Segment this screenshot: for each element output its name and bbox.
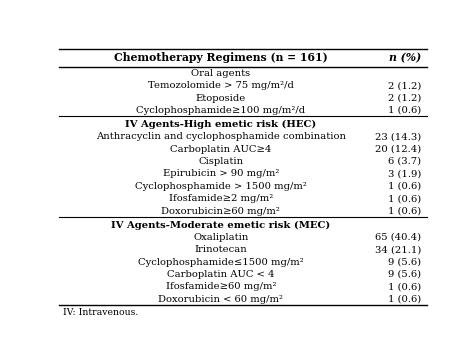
Text: Carboplatin AUC≥4: Carboplatin AUC≥4 bbox=[170, 145, 272, 154]
Text: IV Agents-High emetic risk (HEC): IV Agents-High emetic risk (HEC) bbox=[125, 120, 317, 129]
Text: 1 (0.6): 1 (0.6) bbox=[388, 282, 421, 291]
Text: 1 (0.6): 1 (0.6) bbox=[388, 182, 421, 191]
Text: Oxaliplatin: Oxaliplatin bbox=[193, 233, 248, 242]
Text: 1 (0.6): 1 (0.6) bbox=[388, 207, 421, 215]
Text: Doxorubicin < 60 mg/m²: Doxorubicin < 60 mg/m² bbox=[158, 295, 283, 304]
Text: Cyclophosphamide≤1500 mg/m²: Cyclophosphamide≤1500 mg/m² bbox=[138, 258, 304, 267]
Text: Temozolomide > 75 mg/m²/d: Temozolomide > 75 mg/m²/d bbox=[148, 81, 294, 90]
Text: 3 (1.9): 3 (1.9) bbox=[388, 169, 421, 179]
Text: Epirubicin > 90 mg/m²: Epirubicin > 90 mg/m² bbox=[163, 169, 279, 179]
Text: 2 (1.2): 2 (1.2) bbox=[388, 94, 421, 103]
Text: 1 (0.6): 1 (0.6) bbox=[388, 194, 421, 203]
Text: Etoposide: Etoposide bbox=[196, 94, 246, 103]
Text: 23 (14.3): 23 (14.3) bbox=[375, 132, 421, 141]
Text: n (%): n (%) bbox=[389, 52, 421, 63]
Text: IV: Intravenous.: IV: Intravenous. bbox=[63, 308, 138, 317]
Text: 1 (0.6): 1 (0.6) bbox=[388, 295, 421, 304]
Text: 6 (3.7): 6 (3.7) bbox=[388, 157, 421, 166]
Text: 34 (21.1): 34 (21.1) bbox=[375, 245, 421, 254]
Text: Doxorubicin≥60 mg/m²: Doxorubicin≥60 mg/m² bbox=[162, 207, 280, 215]
Text: Ifosfamide≥2 mg/m²: Ifosfamide≥2 mg/m² bbox=[169, 194, 273, 203]
Text: 9 (5.6): 9 (5.6) bbox=[388, 258, 421, 267]
Text: 1 (0.6): 1 (0.6) bbox=[388, 106, 421, 115]
Text: IV Agents-Moderate emetic risk (MEC): IV Agents-Moderate emetic risk (MEC) bbox=[111, 220, 330, 229]
Text: 20 (12.4): 20 (12.4) bbox=[375, 145, 421, 154]
Text: Chemotherapy Regimens (n = 161): Chemotherapy Regimens (n = 161) bbox=[114, 52, 328, 63]
Text: Cyclophosphamide > 1500 mg/m²: Cyclophosphamide > 1500 mg/m² bbox=[135, 182, 307, 191]
Text: 65 (40.4): 65 (40.4) bbox=[375, 233, 421, 242]
Text: Irinotecan: Irinotecan bbox=[194, 245, 247, 254]
Text: 2 (1.2): 2 (1.2) bbox=[388, 81, 421, 90]
Text: Oral agents: Oral agents bbox=[191, 69, 250, 78]
Text: Anthracyclin and cyclophosphamide combination: Anthracyclin and cyclophosphamide combin… bbox=[96, 132, 346, 141]
Text: Ifosfamide≥60 mg/m²: Ifosfamide≥60 mg/m² bbox=[165, 282, 276, 291]
Text: Carboplatin AUC < 4: Carboplatin AUC < 4 bbox=[167, 270, 274, 279]
Text: Cisplatin: Cisplatin bbox=[198, 157, 244, 166]
Text: 9 (5.6): 9 (5.6) bbox=[388, 270, 421, 279]
Text: Cyclophosphamide≥100 mg/m²/d: Cyclophosphamide≥100 mg/m²/d bbox=[137, 106, 305, 115]
